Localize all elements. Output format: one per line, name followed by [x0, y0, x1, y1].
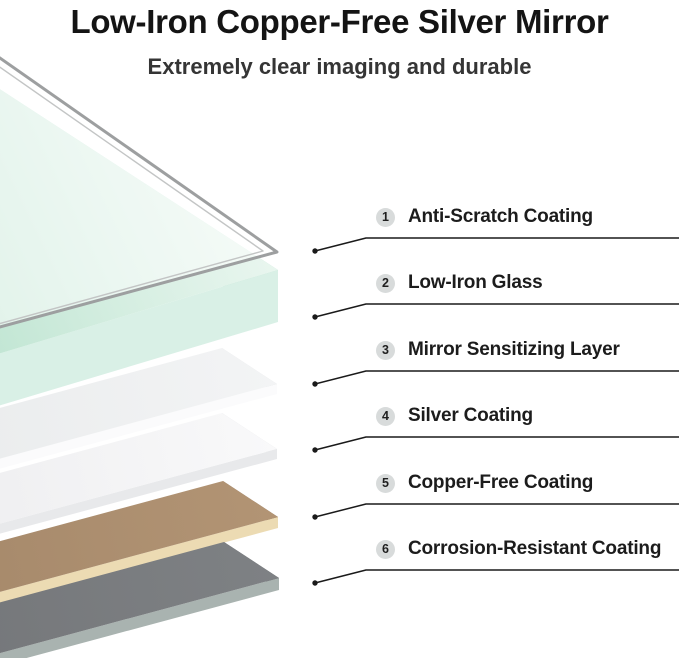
glass-front-face [0, 270, 278, 406]
number-badge: 3 [376, 340, 395, 360]
layer-corrosion-resistant [0, 542, 279, 658]
copperfree-top-face [0, 481, 278, 592]
silver-front-face [0, 449, 277, 534]
layer-callout-anti-scratch: 1 Anti-Scratch Coating [376, 206, 593, 228]
layer-silver-coating [0, 413, 277, 534]
number-badge: 5 [376, 473, 395, 493]
layer-label: Mirror Sensitizing Layer [408, 339, 620, 360]
leader-dot-6 [312, 580, 318, 586]
layer-callout-silver-coating: 4 Silver Coating [376, 405, 533, 427]
corrosion-front-face [0, 578, 279, 658]
layer-callout-corrosion-resistant: 6 Corrosion-Resistant Coating [376, 538, 661, 560]
silver-top-face [0, 413, 277, 524]
number-badge: 6 [376, 539, 395, 559]
leader-line-1 [314, 237, 679, 252]
leader-dot-1 [312, 248, 318, 254]
layer-anti-scratch-pane [0, 56, 279, 329]
sensitizing-top-face [0, 348, 277, 459]
layer-label: Silver Coating [408, 405, 533, 426]
layer-callout-copper-free: 5 Copper-Free Coating [376, 472, 593, 494]
page-title: Low-Iron Copper-Free Silver Mirror [70, 3, 609, 40]
leader-line-4 [314, 436, 679, 451]
copperfree-front-face [0, 517, 278, 603]
layer-callout-low-iron-glass: 2 Low-Iron Glass [376, 272, 543, 294]
leader-line-5 [314, 503, 679, 518]
number-badge: 1 [376, 207, 395, 227]
layer-label: Anti-Scratch Coating [408, 206, 593, 227]
sensitizing-front-face [0, 384, 277, 469]
layer-callout-mirror-sensitizing: 3 Mirror Sensitizing Layer [376, 339, 620, 361]
corrosion-top-face [0, 542, 279, 654]
layer-label: Corrosion-Resistant Coating [408, 538, 662, 559]
number-badge: 2 [376, 273, 395, 293]
leader-line-6 [314, 569, 679, 584]
layer-copper-free-coating [0, 481, 278, 603]
leader-dot-5 [312, 514, 318, 520]
leader-dot-4 [312, 447, 318, 453]
leader-dot-3 [312, 381, 318, 387]
number-badge: 4 [376, 406, 395, 426]
layer-label: Copper-Free Coating [408, 472, 594, 493]
layer-label: Low-Iron Glass [408, 272, 543, 293]
leader-line-3 [314, 370, 679, 385]
leader-dots [312, 248, 318, 586]
leader-lines [314, 237, 679, 584]
page-subtitle: Extremely clear imaging and durable [147, 54, 532, 79]
leader-dot-2 [312, 314, 318, 320]
pane-surface [0, 56, 279, 329]
layer-mirror-sensitizing [0, 348, 277, 469]
leader-line-2 [314, 303, 679, 318]
